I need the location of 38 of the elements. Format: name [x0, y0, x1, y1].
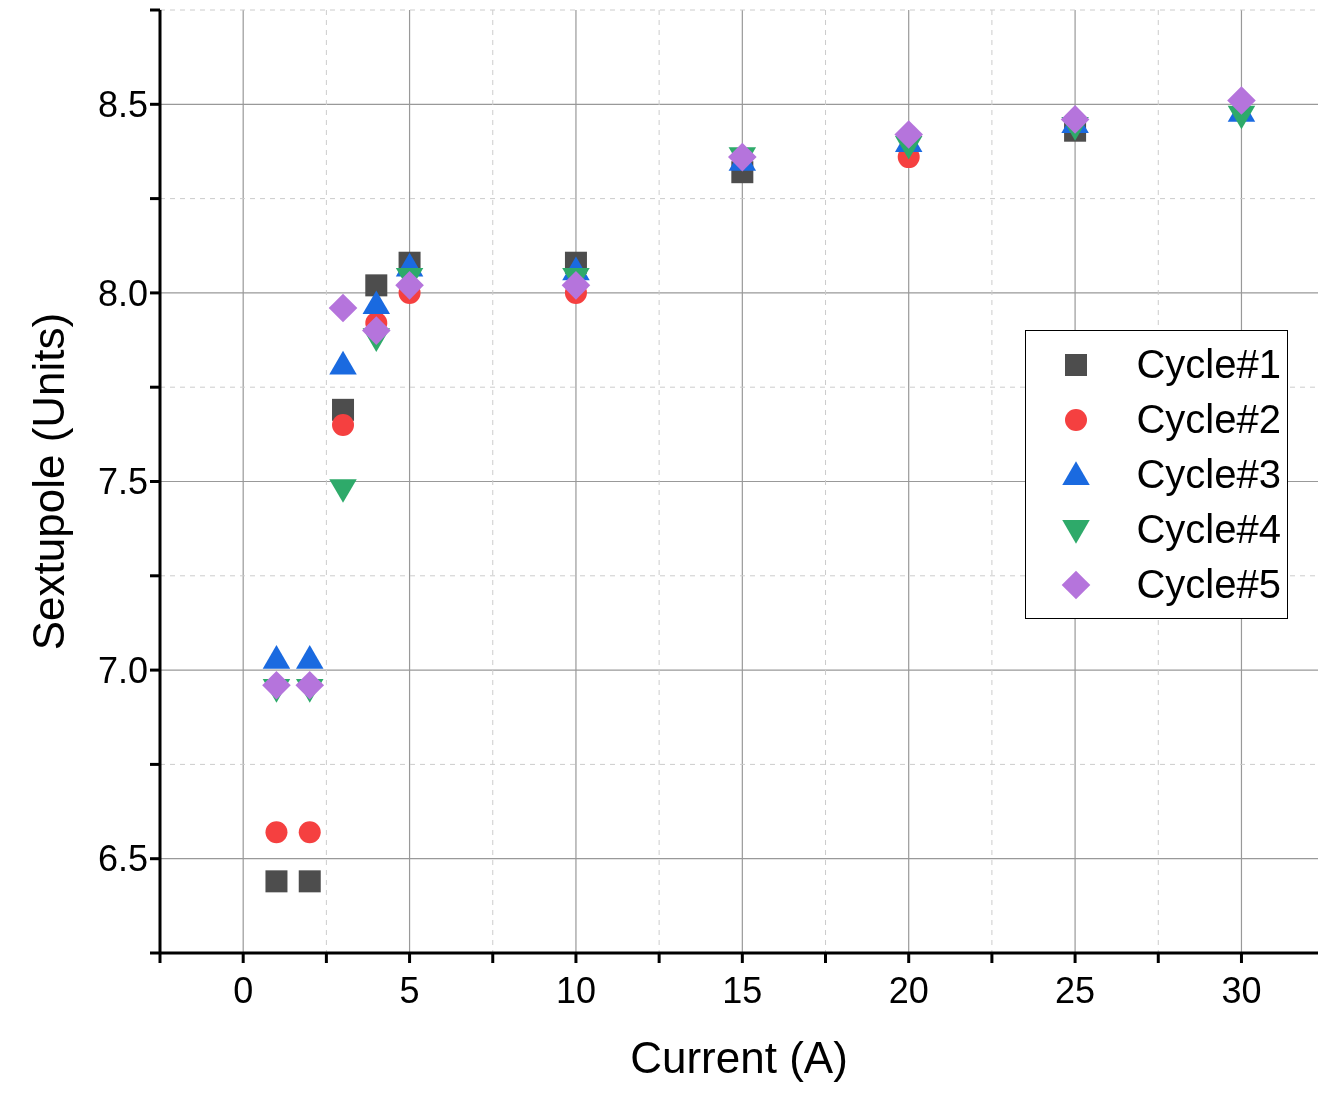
- point: [295, 645, 324, 669]
- x-tick-label: 15: [722, 969, 763, 1011]
- y-tick-label: 8.5: [97, 84, 148, 126]
- point: [262, 645, 291, 669]
- point: [561, 271, 591, 300]
- y-tick-label: 7.5: [97, 461, 148, 503]
- point: [728, 142, 757, 172]
- point: [298, 870, 321, 893]
- point: [265, 821, 288, 844]
- y-axis-title: Sextupole (Units): [23, 312, 73, 651]
- point: [365, 274, 388, 297]
- point: [329, 350, 357, 375]
- point: [262, 670, 291, 700]
- point: [298, 821, 321, 844]
- x-tick-label: 20: [888, 969, 929, 1011]
- point: [1227, 86, 1256, 115]
- legend-label: Cycle#5: [1136, 562, 1281, 607]
- point: [362, 290, 391, 315]
- x-tick-label: 25: [1055, 969, 1096, 1011]
- legend-label: Cycle#1: [1136, 342, 1281, 387]
- point: [894, 120, 924, 149]
- x-tick-label: 0: [233, 969, 254, 1011]
- x-tick-label: 5: [399, 969, 420, 1011]
- point: [395, 271, 424, 300]
- legend-label: Cycle#4: [1136, 507, 1281, 552]
- y-tick-label: 6.5: [97, 838, 148, 880]
- point: [295, 670, 325, 700]
- x-tick-label: 30: [1221, 969, 1262, 1011]
- x-tick-label: 10: [555, 969, 596, 1011]
- y-tick-label: 8.0: [97, 272, 148, 314]
- legend-label: Cycle#2: [1136, 397, 1281, 442]
- point: [361, 316, 391, 345]
- point: [265, 870, 288, 893]
- legend-label: Cycle#3: [1136, 452, 1281, 497]
- point: [332, 413, 355, 436]
- x-axis-title: Current (A): [630, 1033, 848, 1082]
- point: [328, 293, 358, 323]
- y-tick-label: 7.0: [97, 649, 148, 691]
